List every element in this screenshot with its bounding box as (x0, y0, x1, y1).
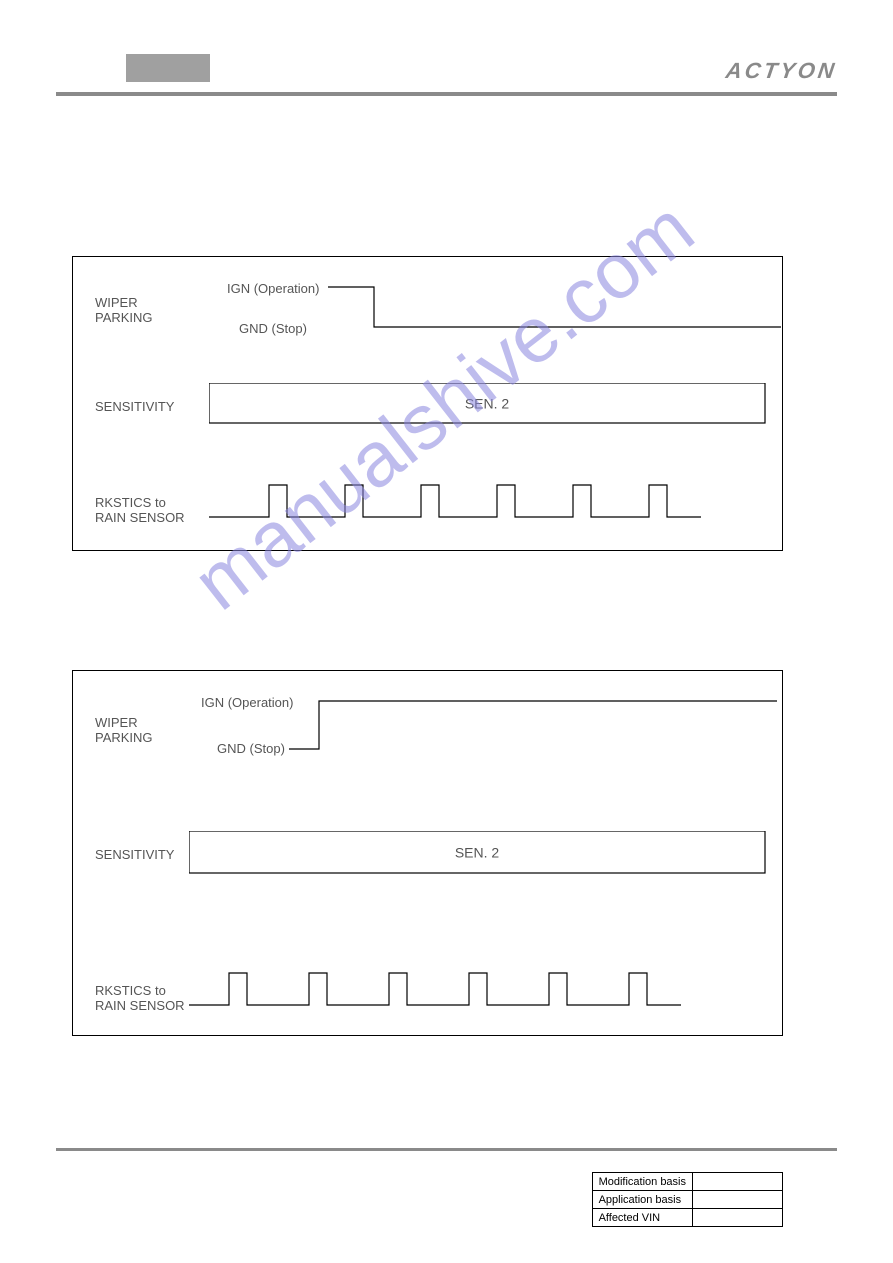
row-label-wiper-parking-2: WIPER PARKING (95, 715, 153, 745)
table-row: Modification basis (592, 1173, 782, 1191)
wiper-parking-signal-1 (209, 277, 789, 347)
svg-text:SEN. 2: SEN. 2 (455, 845, 500, 861)
row-label-sensitivity: SENSITIVITY (95, 399, 174, 414)
footer-divider (56, 1148, 837, 1151)
table-row: Affected VIN (592, 1209, 782, 1227)
row-label-rkstics-2: RKSTICS to RAIN SENSOR (95, 983, 185, 1013)
brand-logo-text: ACTYON (724, 58, 839, 84)
row-label-wiper-parking: WIPER PARKING (95, 295, 153, 325)
footer-meta-table: Modification basis Application basis Aff… (592, 1172, 783, 1227)
sensitivity-box-2: SEN. 2 (189, 831, 789, 885)
header-divider (56, 92, 837, 96)
meta-label: Modification basis (592, 1173, 692, 1191)
wiper-parking-signal-2 (189, 691, 789, 771)
row-label-rkstics: RKSTICS to RAIN SENSOR (95, 495, 185, 525)
timing-diagram-2: WIPER PARKING IGN (Operation) GND (Stop)… (72, 670, 783, 1036)
meta-label: Affected VIN (592, 1209, 692, 1227)
meta-value (693, 1209, 783, 1227)
meta-value (693, 1191, 783, 1209)
timing-diagram-1: WIPER PARKING IGN (Operation) GND (Stop)… (72, 256, 783, 551)
table-row: Application basis (592, 1191, 782, 1209)
page-header: ACTYON (56, 54, 837, 94)
header-badge-block (126, 54, 210, 82)
rkstics-signal-2 (189, 967, 789, 1017)
sensitivity-box-1: SEN. 2 (209, 383, 789, 433)
meta-label: Application basis (592, 1191, 692, 1209)
svg-text:SEN. 2: SEN. 2 (465, 396, 510, 412)
meta-value (693, 1173, 783, 1191)
row-label-sensitivity-2: SENSITIVITY (95, 847, 174, 862)
rkstics-signal-1 (209, 479, 789, 529)
